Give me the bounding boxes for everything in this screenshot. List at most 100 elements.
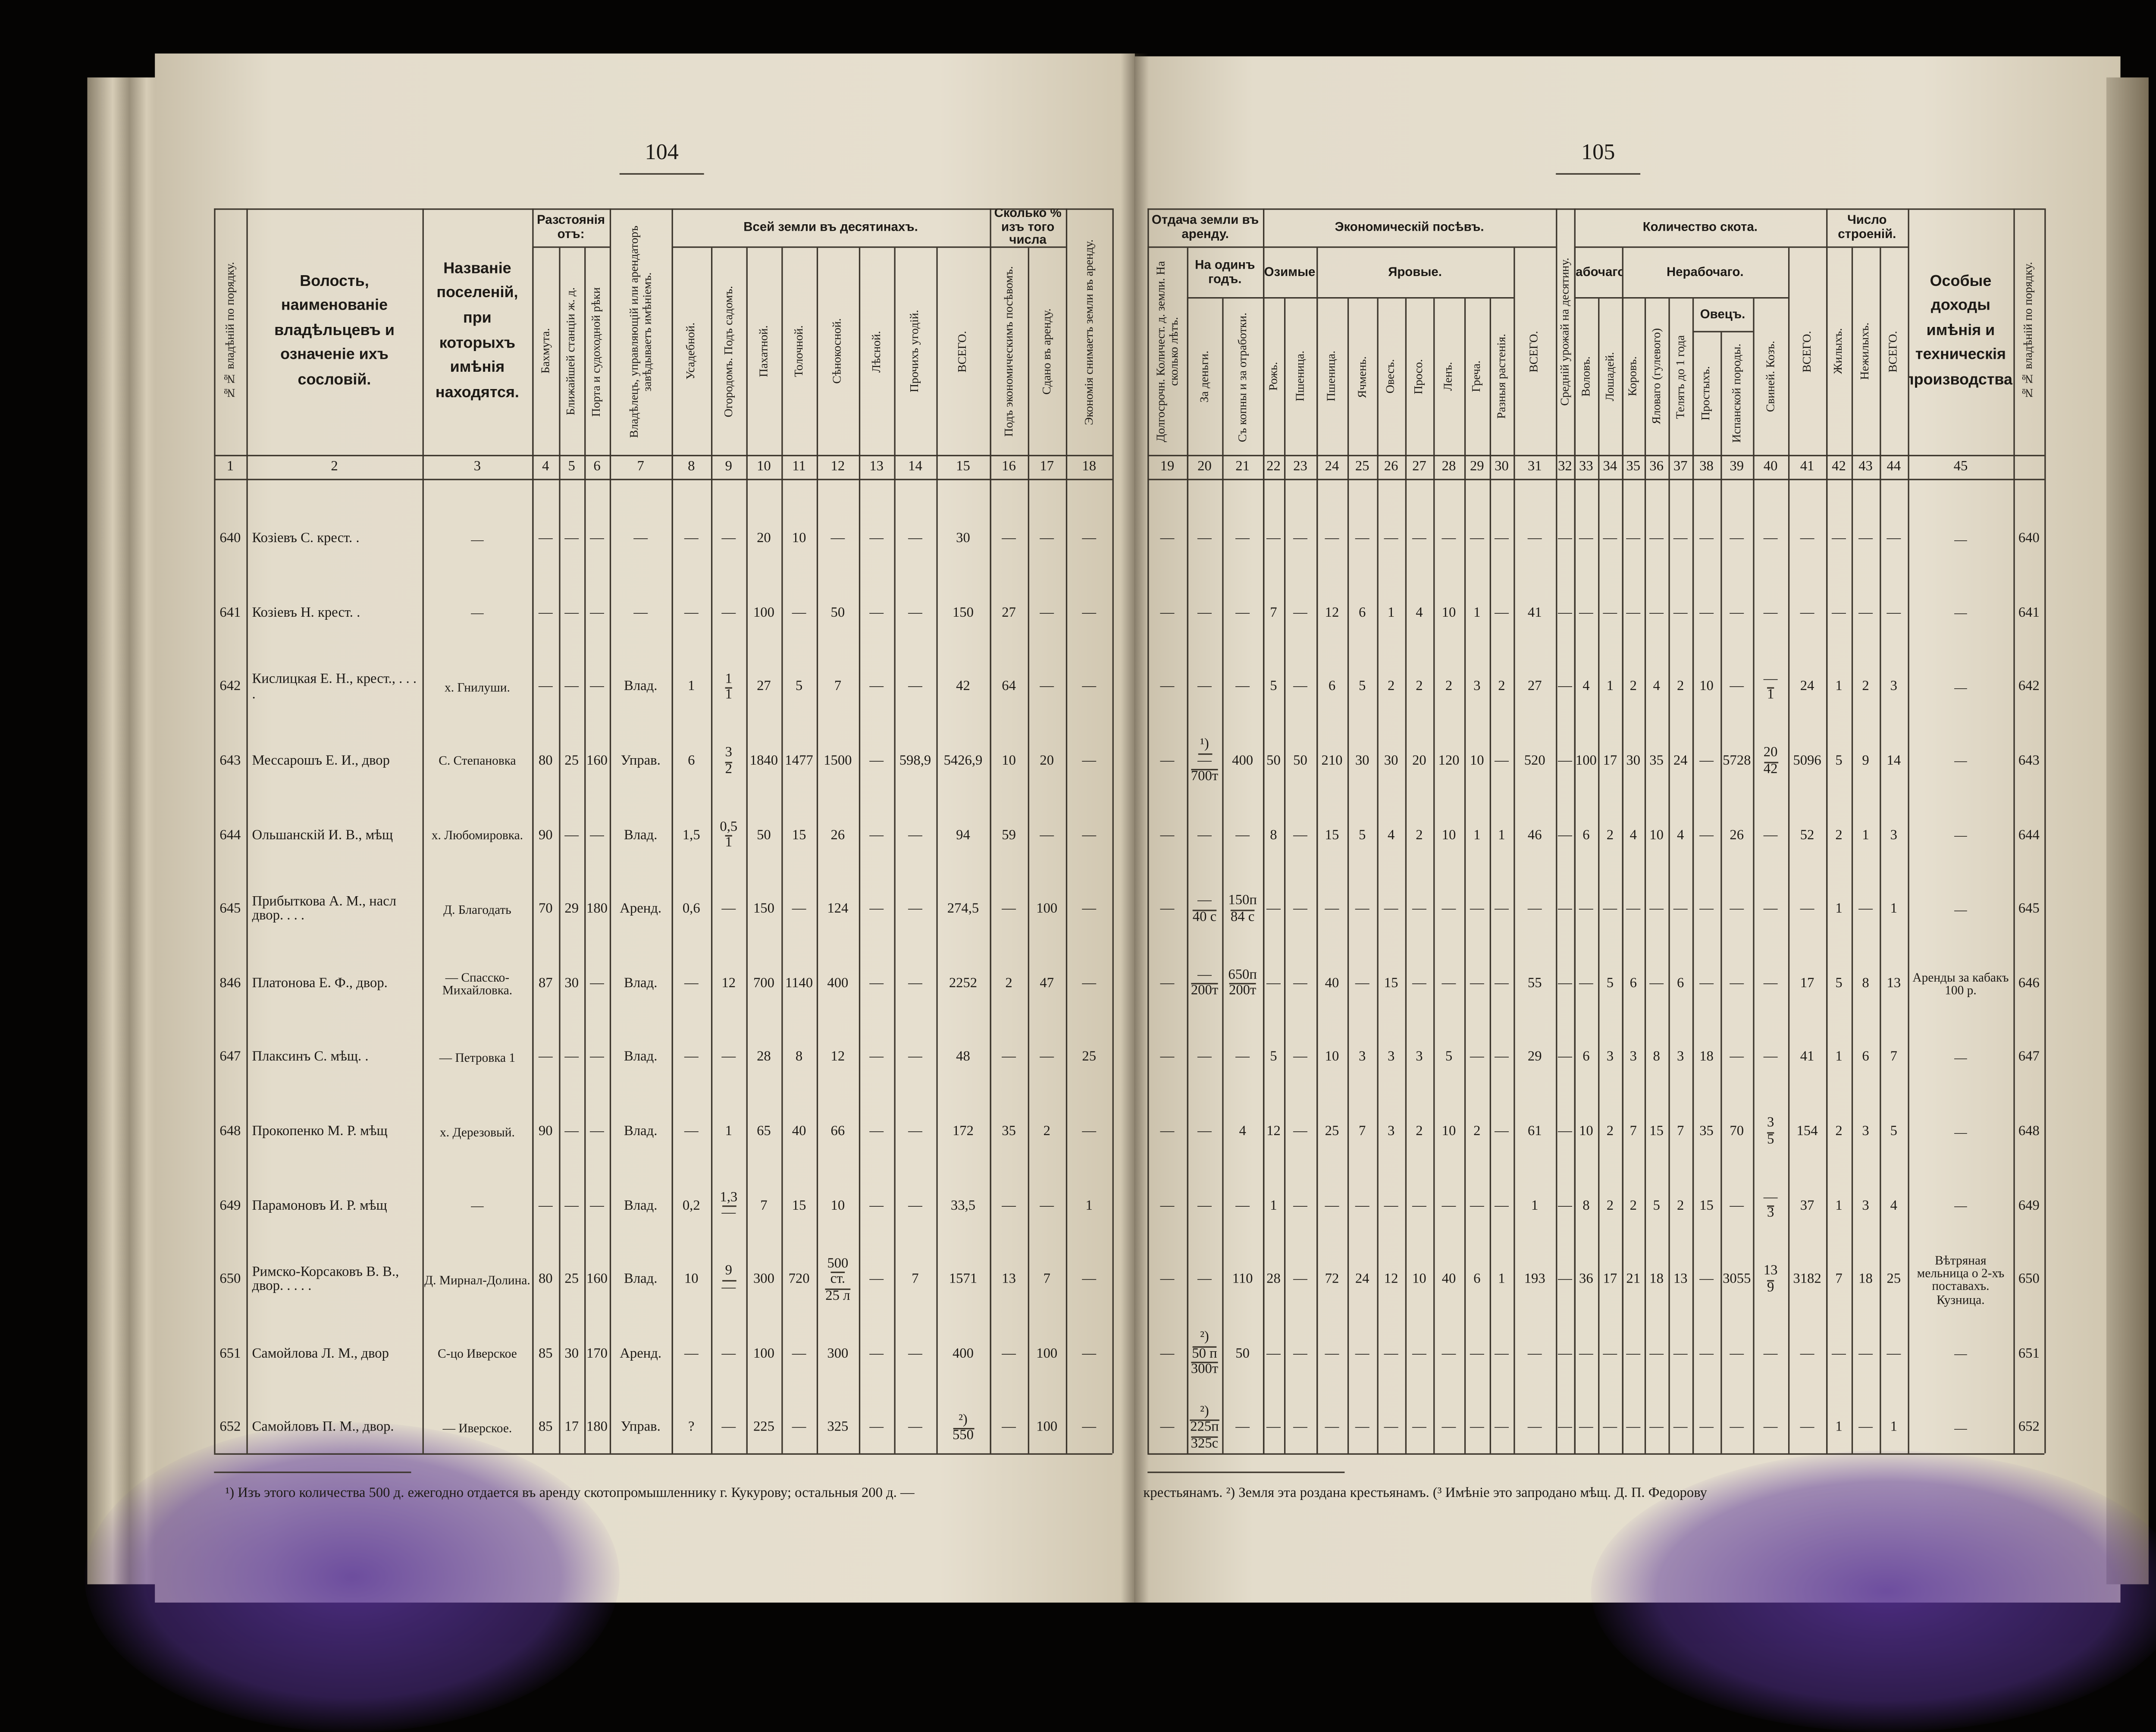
column-label: Волость, наименованіе владѣльцевъ и озна… xyxy=(274,272,395,389)
rule xyxy=(1065,208,1068,1453)
table-cell: — xyxy=(1160,1198,1175,1214)
column-number: 32 xyxy=(1558,459,1572,475)
table-cell: — xyxy=(1763,1346,1778,1362)
table-cell: — xyxy=(1470,1420,1484,1436)
table-cell: — xyxy=(908,901,922,917)
table-cell: — xyxy=(1954,606,1967,620)
table-cell: 1,3— xyxy=(711,1174,746,1239)
table-cell: — xyxy=(1699,1346,1714,1362)
table-cell: 7 xyxy=(912,1272,919,1288)
rule xyxy=(1187,248,1188,1453)
table-cell: — xyxy=(908,531,922,547)
rule xyxy=(1433,298,1435,1453)
table-cell: — xyxy=(1002,531,1016,547)
rule xyxy=(1514,248,1515,1453)
table-cell: 61 xyxy=(1527,1123,1542,1139)
table-cell: — xyxy=(1699,827,1714,843)
rule xyxy=(1147,1472,1345,1473)
table-cell: — xyxy=(1384,1346,1398,1362)
table-cell: — xyxy=(590,1049,604,1065)
table-cell: 20 xyxy=(1412,753,1426,769)
table-cell: — xyxy=(1355,1420,1369,1436)
column-header: Подъ экономическимъ посѣвомъ. xyxy=(990,248,1028,455)
rule xyxy=(2044,208,2046,1453)
column-label: Толочной. xyxy=(791,325,805,377)
table-cell: 2 xyxy=(1677,1198,1684,1214)
table-cell: 3 xyxy=(1416,1049,1423,1065)
column-header: Прочихъ угодій. xyxy=(894,248,936,455)
table-cell: 10 xyxy=(792,531,806,547)
cell-line: 325с xyxy=(1191,1436,1219,1452)
table-cell: Влад. xyxy=(624,1198,658,1214)
table-cell: 1 xyxy=(1835,1049,1843,1065)
column-header: Лѣсной. xyxy=(859,248,894,455)
table-cell: 4 xyxy=(1416,605,1423,621)
table-cell: — xyxy=(1160,1346,1175,1362)
column-header: Экономія снимаетъ земли въ аренду. xyxy=(1066,208,1112,455)
table-cell: — xyxy=(1412,1420,1426,1436)
table-cell: — xyxy=(1160,531,1175,547)
table-cell: 1 xyxy=(1890,1420,1898,1436)
table-cell: — xyxy=(1579,1420,1593,1436)
table-cell: 520 xyxy=(1524,753,1545,769)
table-cell: 25 xyxy=(1325,1123,1339,1139)
column-label: Сдано въ аренду. xyxy=(1039,308,1053,395)
table-cell: 42 xyxy=(956,679,970,695)
table-cell: 645 xyxy=(219,901,241,917)
table-cell: 85 xyxy=(538,1420,553,1436)
column-group-header: Сколько % изъ того числа xyxy=(990,208,1066,248)
table-cell: 12 xyxy=(1325,605,1339,621)
table-cell: 29 xyxy=(1527,1049,1542,1065)
table-cell: — xyxy=(1954,531,1967,546)
table-cell: 10 xyxy=(1699,679,1714,695)
table-cell: — xyxy=(1763,827,1778,843)
table-cell: 154 xyxy=(1796,1123,1818,1139)
table-cell: — xyxy=(1082,531,1097,547)
table-cell: Аренд. xyxy=(620,1346,662,1362)
table-cell: 6 xyxy=(1677,975,1684,991)
table-cell: — xyxy=(869,1198,884,1214)
column-group-header: Овецъ. xyxy=(1692,298,1753,333)
table-cell: 647 xyxy=(2018,1049,2040,1065)
rule xyxy=(1826,208,1828,1453)
table-cell: — xyxy=(1626,531,1641,547)
table-cell: — xyxy=(1626,605,1641,621)
column-header: №№ владѣній по порядку. xyxy=(2013,208,2044,455)
table-cell: 100 xyxy=(1036,1346,1058,1362)
table-cell: — xyxy=(1579,531,1593,547)
column-header: Волость, наименованіе владѣльцевъ и озна… xyxy=(246,208,422,455)
table-cell: — xyxy=(1082,679,1097,695)
table-cell: 1 xyxy=(1835,1420,1843,1436)
table-cell: 7 xyxy=(1359,1123,1366,1139)
table-cell: 5 xyxy=(1606,975,1614,991)
table-cell: 5 xyxy=(1445,1049,1453,1065)
table-cell: 24 xyxy=(1673,753,1688,769)
rule xyxy=(1147,1453,2045,1455)
table-cell: 649 xyxy=(219,1198,241,1214)
table-cell: Вѣтряная мельница о 2-хъ поставахъ. Кузн… xyxy=(1917,1252,2005,1307)
table-cell: Козіевъ Н. крест. . xyxy=(252,605,360,621)
table-cell: 17 xyxy=(1603,753,1617,769)
table-cell: 24 xyxy=(1800,679,1814,695)
table-cell: 30 xyxy=(1355,753,1369,769)
table-cell: — xyxy=(1558,1123,1572,1139)
table-cell: 10 xyxy=(1442,1123,1456,1139)
table-cell: — xyxy=(1558,531,1572,547)
table-cell: — xyxy=(1730,531,1744,547)
column-header: Воловъ. xyxy=(1574,298,1598,455)
table-cell: 3 xyxy=(1890,827,1898,843)
table-cell: 100 xyxy=(1575,753,1597,769)
rule xyxy=(532,208,534,1453)
column-label: Подъ экономическимъ посѣвомъ. xyxy=(1001,266,1015,437)
table-cell: 29 xyxy=(564,901,579,917)
table-cell: 1 xyxy=(725,1123,732,1139)
table-cell: — xyxy=(1887,605,1901,621)
rule xyxy=(1147,208,1149,1453)
table-cell: 25 xyxy=(564,753,579,769)
column-label: Сѣнокосной. xyxy=(830,318,844,384)
table-cell: 644 xyxy=(219,827,241,843)
cell-line: ¹) xyxy=(1200,737,1209,753)
column-number: 15 xyxy=(956,459,970,475)
table-cell: — xyxy=(538,679,553,695)
